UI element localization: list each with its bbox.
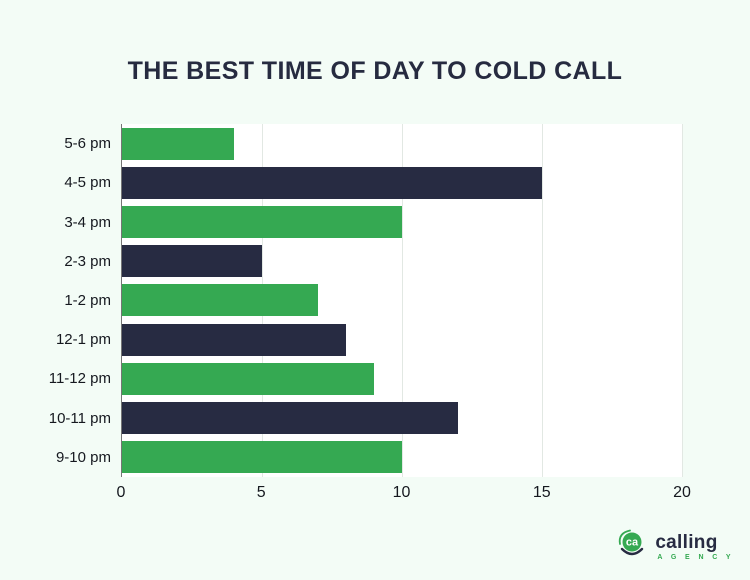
bar-3-4pm-value-10 (122, 206, 402, 239)
bar-row-1-2pm (122, 281, 682, 320)
plot-area (121, 124, 683, 477)
bars-container (122, 124, 682, 477)
x-label-20: 20 (673, 484, 691, 501)
calling-agency-logo: ca calling A G E N C Y (616, 527, 734, 566)
bar-row-3-4pm (122, 202, 682, 241)
logo-name: calling (655, 531, 718, 553)
y-label-12-1pm: 12-1 pm (55, 331, 111, 349)
bar-row-4-5pm (122, 163, 682, 202)
y-label-3-4pm: 3-4 pm (64, 213, 111, 231)
y-label-2-3pm: 2-3 pm (64, 252, 111, 270)
x-label-0: 0 (116, 484, 126, 501)
bar-row-2-3pm (122, 242, 682, 281)
bar-4-5pm-value-15 (122, 166, 542, 199)
bar-9-10pm-value-10 (122, 441, 402, 474)
bar-row-10-11pm (122, 399, 682, 438)
x-label-5: 5 (256, 484, 266, 501)
calling-agency-logo-icon: ca (616, 527, 650, 566)
bar-5-6pm-value-4 (122, 127, 234, 160)
gridline-x-10 (402, 124, 403, 477)
gridline-x-15 (542, 124, 543, 477)
x-label-10: 10 (392, 484, 411, 501)
y-axis-labels: 5-6 pm 4-5 pm 3-4 pm 2-3 pm 1-2 pm 12-1 pm 11-… (1, 124, 111, 477)
x-label-15: 15 (532, 484, 551, 501)
bar-11-12pm-value-9 (122, 362, 374, 395)
bar-row-11-12pm (122, 359, 682, 398)
y-label-10-11pm: 10-11 pm (48, 409, 111, 427)
bar-row-12-1pm (122, 320, 682, 359)
logo-subtitle: A G E N C Y (657, 553, 734, 561)
y-label-11-12pm: 11-12 pm (48, 370, 111, 388)
bar-chart: 5-6 pm 4-5 pm 3-4 pm 2-3 pm 1-2 pm 12-1 pm 11-… (49, 124, 691, 501)
bar-1-2pm-value-7 (122, 284, 318, 317)
y-label-9-10pm: 9-10 pm (55, 448, 111, 466)
chart-title: THE BEST TIME OF DAY TO COLD CALL (127, 57, 623, 85)
y-label-5-6pm: 5-6 pm (64, 135, 111, 153)
bar-10-11pm-value-12 (122, 402, 458, 435)
y-label-4-5pm: 4-5 pm (64, 174, 111, 192)
bar-2-3pm-value-5 (122, 245, 262, 278)
bar-row-9-10pm (122, 438, 682, 477)
y-label-1-2pm: 1-2 pm (64, 291, 111, 309)
bar-12-1pm-value-8 (122, 323, 346, 356)
x-axis-labels: 0 5 10 15 20 (117, 484, 691, 504)
gridline-x-20 (682, 124, 683, 477)
bar-row-5-6pm (122, 124, 682, 163)
svg-text:ca: ca (626, 537, 639, 549)
